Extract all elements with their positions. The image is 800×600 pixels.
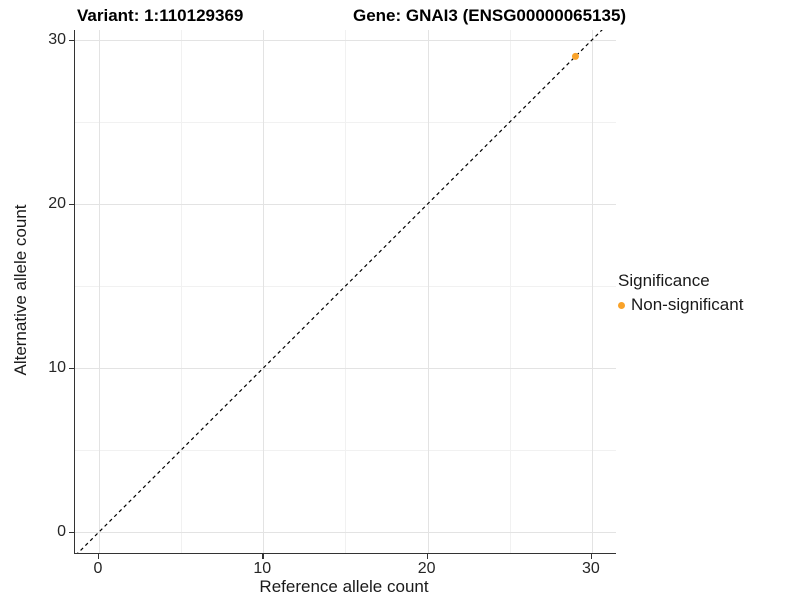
y-axis-tick-30 [69,40,74,42]
gridline-major-x-0 [99,30,100,553]
gridline-major-x-30 [591,30,593,553]
legend: Significance Non-significant [618,271,743,315]
y-axis-tick-label-30: 30 [48,31,66,48]
plot-title-gene: Gene: GNAI3 (ENSG00000065135) [353,6,627,25]
y-axis-tick-10 [69,368,74,370]
gridline-major-y-0 [75,532,616,533]
y-axis-tick-0 [69,532,74,534]
x-axis-tick-10 [262,554,264,559]
gridline-major-y-20 [75,204,616,205]
gridline-minor-y-15 [75,286,616,287]
y-axis-tick-label-20: 20 [48,195,66,212]
x-axis-tick-20 [426,554,428,559]
gridline-minor-x-5 [181,30,183,553]
x-axis-tick-0 [98,554,100,559]
gridline-major-y-10 [75,368,616,369]
data-point-non-significant [571,52,579,60]
legend-item-label: Non-significant [631,295,744,314]
gridline-minor-x-25 [509,30,511,553]
gridline-major-x-20 [427,30,429,553]
plot-area-canvas [77,30,603,553]
y-axis-title: Alternative allele count [11,204,30,376]
y-axis-tick-label-10: 10 [48,359,66,376]
plot-title-variant: Variant: 1:110129369 [77,6,244,25]
x-axis-tick-label-20: 20 [417,560,436,577]
legend-marker-circle-icon [618,301,625,309]
y-axis-tick-label-0: 0 [57,523,66,540]
x-axis-title: Reference allele count [259,577,429,596]
gridline-major-x-10 [263,30,265,553]
identity-line-dashed [77,30,603,553]
x-axis-tick-label-0: 0 [93,560,103,577]
x-axis-tick-label-10: 10 [253,560,272,577]
legend-item-non-significant: Non-significant [618,295,743,315]
legend-title: Significance [618,271,710,290]
x-axis-tick-30 [590,554,593,559]
gridline-minor-x-15 [345,30,347,553]
y-axis-tick-20 [69,204,74,206]
plot-panel [74,30,616,554]
gridline-minor-y-25 [75,122,616,123]
x-axis-tick-label-30: 30 [581,560,600,577]
gridline-major-y-30 [75,40,616,41]
